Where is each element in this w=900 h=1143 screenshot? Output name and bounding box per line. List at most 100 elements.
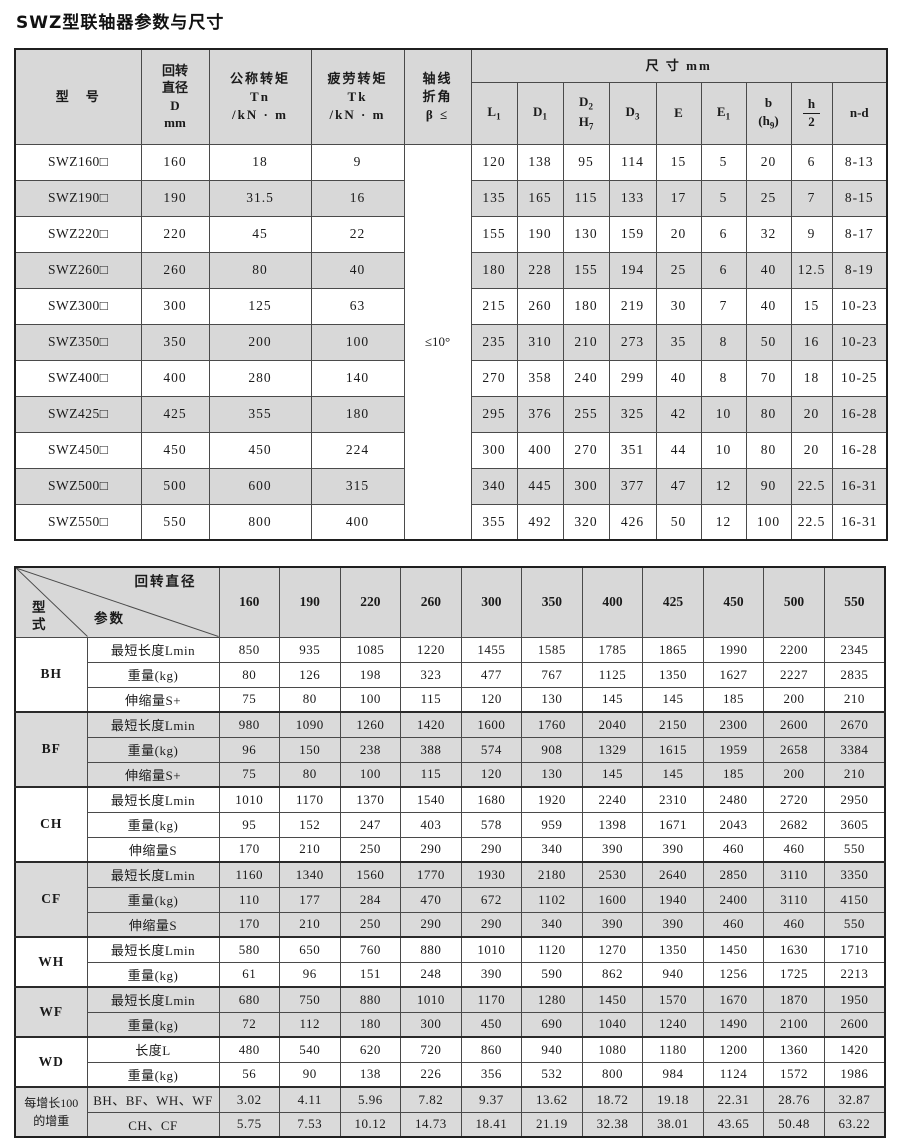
- dim-cell: 25: [655, 251, 702, 289]
- header-dim-e1: E1: [700, 81, 747, 145]
- value-cell: 61: [218, 961, 281, 988]
- value-cell: 96: [279, 961, 341, 988]
- dim-cell: 70: [745, 359, 792, 397]
- value-cell: 574: [460, 736, 523, 763]
- value-cell: 1600: [581, 886, 644, 913]
- header-dim-b-h9: b (h9): [745, 81, 792, 145]
- dim-cell: 325: [608, 395, 657, 433]
- value-cell: 1760: [521, 711, 583, 738]
- dim-cell: 18: [790, 359, 833, 397]
- dim-cell: 165: [516, 179, 564, 217]
- type-cell: WD: [14, 1036, 88, 1088]
- value-cell: 2100: [763, 1011, 825, 1038]
- dim-cell: 15: [790, 287, 833, 325]
- dim-cell: 22.5: [790, 503, 833, 541]
- value-cell: 31.5: [208, 179, 312, 217]
- diameter-column-header: 220: [339, 566, 402, 638]
- dim-cell: 80: [745, 395, 792, 433]
- value-cell: 1220: [400, 636, 462, 663]
- value-cell: 550: [823, 911, 886, 938]
- value-cell: 2950: [823, 786, 886, 813]
- diameter-column-header: 160: [218, 566, 281, 638]
- value-cell: 150: [279, 736, 341, 763]
- value-cell: 80: [279, 761, 341, 788]
- value-cell: 1940: [642, 886, 704, 913]
- value-cell: 9: [310, 143, 405, 181]
- dim-cell: 90: [745, 467, 792, 505]
- dim-cell: 260: [516, 287, 564, 325]
- value-cell: 340: [521, 836, 583, 863]
- dim-cell: 228: [516, 251, 564, 289]
- value-cell: 672: [460, 886, 523, 913]
- param-label-cell: 重量(kg): [86, 1061, 220, 1088]
- dim-cell: 6: [700, 215, 747, 253]
- param-label-cell: 重量(kg): [86, 961, 220, 988]
- value-cell: 2043: [702, 811, 765, 838]
- value-cell: 18.72: [581, 1086, 644, 1113]
- header-fatigue-torque: 疲劳转矩 Tk /kN · m: [310, 48, 405, 145]
- value-cell: 470: [400, 886, 462, 913]
- dim-cell: 300: [470, 431, 518, 469]
- value-cell: 7.82: [400, 1086, 462, 1113]
- param-label-cell: 伸缩量S+: [86, 686, 220, 713]
- table-row: WF 最短长度Lmin 680 750 880 1010 1170 1280 1450 1570 1…: [14, 986, 886, 1038]
- dim-cell: 295: [470, 395, 518, 433]
- value-cell: 1180: [642, 1036, 704, 1063]
- param-label-cell: 重量(kg): [86, 886, 220, 913]
- value-cell: 2480: [702, 786, 765, 813]
- dim-cell: 17: [655, 179, 702, 217]
- table-row: 重量(kg) 80 126 198 323 477 767 1125 1350 1627 2227 2…: [15, 661, 886, 688]
- dim-cell: 8-19: [831, 251, 888, 289]
- value-cell: 63: [310, 287, 405, 325]
- value-cell: 1450: [581, 986, 644, 1013]
- model-cell: SWZ260□: [14, 251, 142, 289]
- value-cell: 1680: [460, 786, 523, 813]
- model-cell: SWZ350□: [14, 323, 142, 361]
- value-cell: 16: [310, 179, 405, 217]
- value-cell: 1010: [400, 986, 462, 1013]
- value-cell: 151: [339, 961, 402, 988]
- value-cell: 210: [823, 686, 886, 713]
- value-cell: 1125: [581, 661, 644, 688]
- value-cell: 2720: [763, 786, 825, 813]
- dim-cell: 235: [470, 323, 518, 361]
- dim-cell: 22.5: [790, 467, 833, 505]
- value-cell: 2310: [642, 786, 704, 813]
- diagonal-lines: [16, 568, 218, 636]
- type-cell: CH: [14, 786, 88, 863]
- value-cell: 935: [279, 636, 341, 663]
- value-cell: 1600: [460, 711, 523, 738]
- value-cell: 860: [460, 1036, 523, 1063]
- param-label-cell: 最短长度Lmin: [86, 861, 220, 888]
- value-cell: 138: [339, 1061, 402, 1088]
- value-cell: 32.87: [823, 1086, 886, 1113]
- beta-value-cell: ≤10°: [403, 143, 472, 541]
- value-cell: 290: [460, 836, 523, 863]
- value-cell: 4.11: [279, 1086, 341, 1113]
- value-cell: 800: [208, 503, 312, 541]
- value-cell: 19.18: [642, 1086, 704, 1113]
- value-cell: 480: [218, 1036, 281, 1063]
- dim-cell: 16-28: [831, 395, 888, 433]
- value-cell: 5.75: [218, 1111, 281, 1138]
- param-label-cell: BH、BF、WH、WF: [86, 1086, 220, 1113]
- dim-cell: 376: [516, 395, 564, 433]
- value-cell: 1950: [823, 986, 886, 1013]
- value-cell: 80: [279, 686, 341, 713]
- dim-cell: 16-31: [831, 503, 888, 541]
- header-dim-d2h7: D2 H7: [562, 81, 610, 145]
- value-cell: 767: [521, 661, 583, 688]
- param-label-cell: 最短长度Lmin: [86, 786, 220, 813]
- value-cell: 300: [400, 1011, 462, 1038]
- value-cell: 250: [339, 836, 402, 863]
- value-cell: 18.41: [460, 1111, 523, 1138]
- value-cell: 880: [400, 936, 462, 963]
- dim-cell: 15: [655, 143, 702, 181]
- dim-cell: 40: [745, 287, 792, 325]
- value-cell: 390: [581, 836, 644, 863]
- value-cell: 1785: [581, 636, 644, 663]
- model-cell: SWZ190□: [14, 179, 142, 217]
- value-cell: 18: [208, 143, 312, 181]
- value-cell: 185: [702, 686, 765, 713]
